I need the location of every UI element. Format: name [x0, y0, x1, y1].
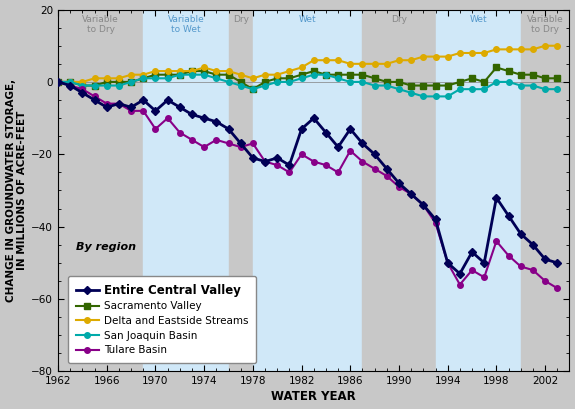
Text: Dry: Dry	[391, 15, 407, 24]
Bar	[362, 9, 435, 371]
Bar	[58, 9, 143, 371]
Legend: Entire Central Valley, Sacramento Valley, Delta and Eastside Streams, San Joaqui: Entire Central Valley, Sacramento Valley…	[68, 276, 256, 363]
Bar	[435, 9, 521, 371]
Bar	[521, 9, 569, 371]
Y-axis label: CHANGE IN GROUNDWATER STORAGE,
IN MILLIONS OF ACRE-FEET: CHANGE IN GROUNDWATER STORAGE, IN MILLIO…	[6, 79, 27, 302]
Bar	[143, 9, 228, 371]
Text: Variable
to Wet: Variable to Wet	[167, 15, 204, 34]
Text: Wet: Wet	[299, 15, 316, 24]
Text: Variable
to Dry: Variable to Dry	[527, 15, 564, 34]
Text: Dry: Dry	[233, 15, 249, 24]
Bar	[253, 9, 362, 371]
Text: By region: By region	[76, 242, 136, 252]
Text: Variable
to Dry: Variable to Dry	[82, 15, 119, 34]
Text: Wet: Wet	[469, 15, 487, 24]
Bar	[228, 9, 253, 371]
X-axis label: WATER YEAR: WATER YEAR	[271, 391, 356, 403]
